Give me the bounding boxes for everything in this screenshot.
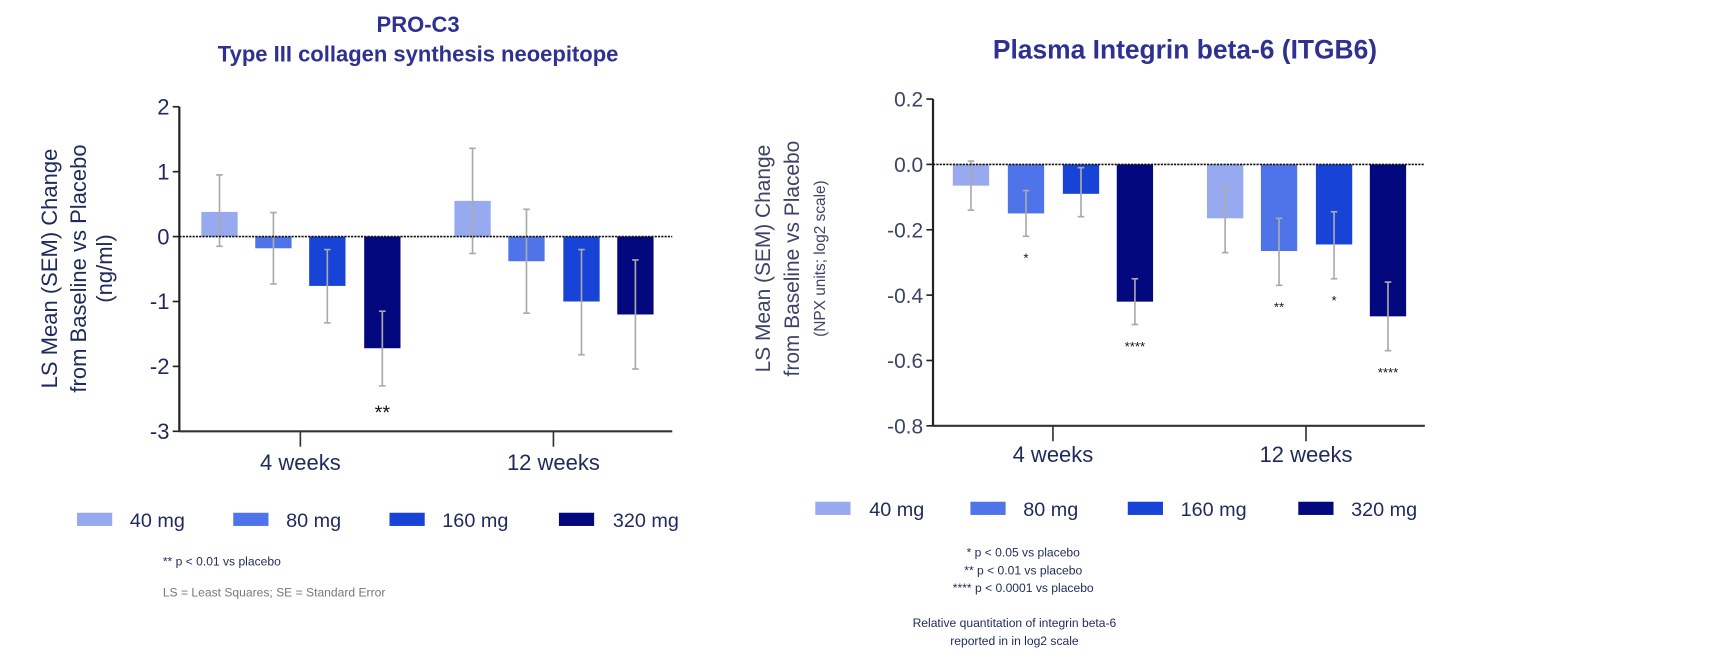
y-axis-label-line3: (NPX units; log2 scale) [812,180,829,337]
legend-label: 40 mg [869,499,924,521]
y-axis-label-line2: from Baseline vs Placebo [781,141,804,377]
y-tick-label: -3 [150,419,170,444]
legend-swatch-320mg [558,512,595,526]
y-tick-label: -0.6 [887,350,923,373]
y-tick-label: 0.2 [894,89,923,112]
chart-pro-c3: PRO-C3 Type III collagen synthesis neoep… [37,12,679,599]
significance-marker: * [1023,251,1028,266]
plot-area: 0.20.0-0.2-0.4-0.6-0.84 weeks 12 weeks***… [815,89,1425,521]
footnote-significance: ** p < 0.01 vs placebo [163,555,281,569]
y-axis-label-line2: from Baseline vs Placebo [66,144,91,392]
footnote-p0001: **** p < 0.0001 vs placebo [953,581,1094,595]
y-tick-label: -0.8 [887,416,923,439]
y-axis-label-line1: LS Mean (SEM) Change [37,149,62,389]
footnote-p05: * p < 0.05 vs placebo [967,546,1081,560]
legend-swatch-160mg [389,512,425,526]
y-tick-label: 2 [157,94,169,119]
legend-label: 80 mg [1023,499,1078,521]
legend-swatch-320mg [1298,501,1334,515]
legend-label: 80 mg [286,510,341,532]
legend-swatch-160mg [1127,501,1163,515]
legend-swatch-40mg [815,501,851,515]
legend-label: 160 mg [1181,499,1247,521]
significance-marker: ** [1274,300,1284,315]
chart-title-line1: PRO-C3 [377,12,460,37]
y-tick-label: 0 [157,224,169,249]
y-tick-label: -2 [150,354,170,379]
x-tick-label: 12 weeks [507,450,600,475]
legend-label: 320 mg [1351,499,1417,521]
plot-area: 2 1 0 -1 -2 -3 4 weeks 12 weeks ** 40 mg 80 mg 160 … [77,94,679,532]
y-tick-label: -0.4 [887,285,923,308]
footnote-abbreviations: LS = Least Squares; SE = Standard Error [163,585,386,599]
y-axis-label-line3: (ng/ml) [92,234,117,302]
chart-title: Plasma Integrin beta-6 (ITGB6) [993,34,1377,64]
significance-marker: **** [1125,339,1146,354]
legend-label: 160 mg [442,510,508,532]
legend-swatch-80mg [233,512,269,526]
y-tick-label: -1 [150,289,170,314]
significance-marker: ** [375,402,391,424]
y-axis-label-line1: LS Mean (SEM) Change [752,145,775,373]
legend-label: 320 mg [613,510,679,532]
x-tick-label: 4 weeks [260,450,341,475]
significance-marker: **** [1378,365,1399,380]
x-tick-label: 4 weeks [1013,442,1094,467]
y-tick-label: -0.2 [887,219,923,242]
footnote-p01: ** p < 0.01 vs placebo [964,563,1082,577]
legend-swatch-40mg [77,512,113,526]
chart-itgb6: Plasma Integrin beta-6 (ITGB6) LS Mean (… [752,34,1425,648]
y-tick-label: 1 [157,159,169,184]
legend-label: 40 mg [130,510,185,532]
legend-swatch-80mg [970,501,1006,515]
y-tick-label: 0.0 [894,154,923,177]
x-tick-label: 12 weeks [1260,442,1353,467]
significance-marker: * [1331,293,1336,308]
footnote-log-scale: reported in in log2 scale [950,634,1079,648]
chart-title-line2: Type III collagen synthesis neoepitope [218,42,619,67]
footnote-quantitation: Relative quantitation of integrin beta-6 [913,616,1117,630]
